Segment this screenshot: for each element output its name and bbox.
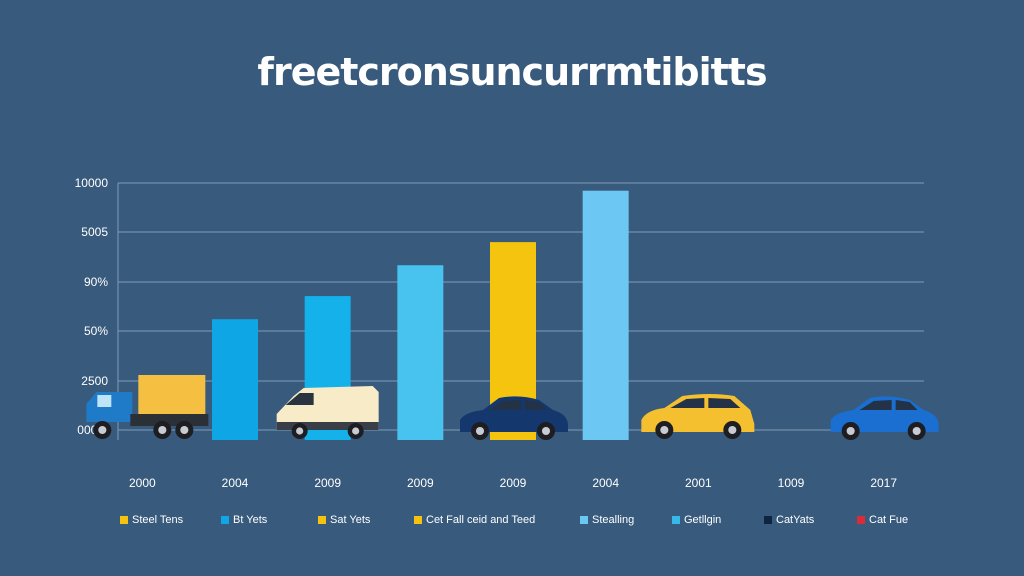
- y-tick-label: 50%: [84, 324, 108, 338]
- legend-label: Steel Tens: [132, 514, 184, 526]
- legend-item: Stealling: [580, 514, 634, 526]
- legend-item: Cat Fue: [857, 514, 908, 526]
- y-tick-label: 90%: [84, 275, 108, 289]
- legend-item: Cet Fall ceid and Teed: [414, 514, 535, 526]
- legend-swatch: [318, 516, 326, 524]
- legend-label: Bt Yets: [233, 514, 268, 526]
- legend-label: Stealling: [592, 514, 635, 526]
- legend-swatch: [672, 516, 680, 524]
- x-tick-label: 2009: [314, 476, 341, 490]
- legend-item: Bt Yets: [221, 514, 267, 526]
- legend: Steel Tens Bt Yets Sat Yets Cet Fall ceid a…: [0, 514, 1024, 530]
- hatchback-icon: [641, 394, 755, 439]
- legend-label: CatYats: [776, 514, 815, 526]
- x-tick-label: 1009: [778, 476, 805, 490]
- legend-item: Getllgin: [672, 514, 721, 526]
- chart-title: freetcronsuncurrmtibitts: [0, 50, 1024, 94]
- legend-label: Cat Fue: [869, 514, 909, 526]
- y-tick-label: 5005: [81, 225, 108, 239]
- x-tick-label: 2017: [870, 476, 897, 490]
- x-tick-label: 2004: [222, 476, 249, 490]
- x-tick-label: 2009: [500, 476, 527, 490]
- x-tick-label: 2000: [129, 476, 156, 490]
- legend-swatch: [857, 516, 865, 524]
- bars: [212, 190, 629, 440]
- legend-swatch: [764, 516, 772, 524]
- sedan-icon: [460, 396, 568, 440]
- legend-swatch: [414, 516, 422, 524]
- y-tick-label: 2500: [81, 374, 108, 388]
- legend-label: Cet Fall ceid and Teed: [426, 514, 536, 526]
- bar: [397, 265, 444, 440]
- x-tick-label: 2009: [407, 476, 434, 490]
- legend-item: Steel Tens: [120, 514, 183, 526]
- x-tick-label: 2001: [685, 476, 712, 490]
- legend-swatch: [580, 516, 588, 524]
- legend-swatch: [221, 516, 229, 524]
- chart-title-text: freetcronsuncurrmtibitts: [257, 50, 767, 94]
- x-tick-label: 2004: [592, 476, 619, 490]
- sedan-icon: [830, 396, 939, 440]
- x-axis-ticks: 2000 2004 2009 2009 2009 2004 2001 1009 2017: [129, 476, 897, 490]
- legend-label: Sat Yets: [330, 514, 371, 526]
- bar: [212, 319, 258, 440]
- legend-item: Sat Yets: [318, 514, 370, 526]
- vehicle-illustrations: [86, 375, 939, 440]
- legend-item: CatYats: [764, 514, 814, 526]
- bar: [582, 190, 629, 440]
- legend-swatch: [120, 516, 128, 524]
- truck-icon: [86, 375, 209, 439]
- y-tick-label: 10000: [75, 176, 109, 190]
- van-icon: [276, 386, 379, 439]
- legend-label: Getllgin: [684, 514, 722, 526]
